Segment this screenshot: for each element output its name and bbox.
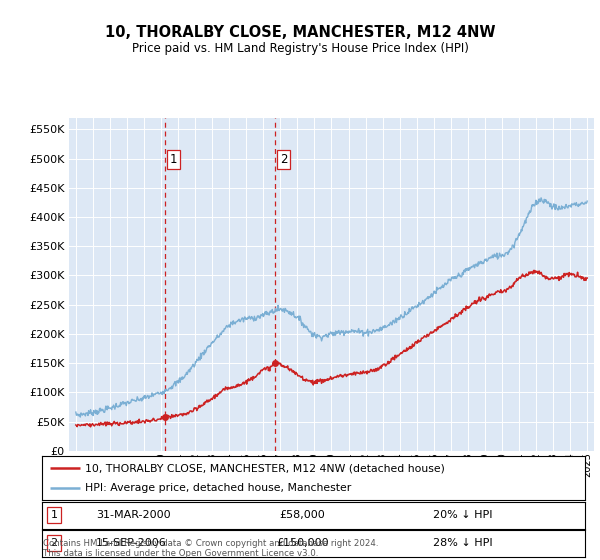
Text: 20% ↓ HPI: 20% ↓ HPI xyxy=(433,510,493,520)
Text: 10, THORALBY CLOSE, MANCHESTER, M12 4NW (detached house): 10, THORALBY CLOSE, MANCHESTER, M12 4NW … xyxy=(85,463,445,473)
Text: £150,000: £150,000 xyxy=(277,538,329,548)
Text: 2: 2 xyxy=(280,153,287,166)
Text: 31-MAR-2000: 31-MAR-2000 xyxy=(97,510,171,520)
Text: 28% ↓ HPI: 28% ↓ HPI xyxy=(433,538,493,548)
Text: Contains HM Land Registry data © Crown copyright and database right 2024.
This d: Contains HM Land Registry data © Crown c… xyxy=(43,539,379,558)
Text: HPI: Average price, detached house, Manchester: HPI: Average price, detached house, Manc… xyxy=(85,483,352,493)
Text: Price paid vs. HM Land Registry's House Price Index (HPI): Price paid vs. HM Land Registry's House … xyxy=(131,42,469,55)
Text: 10, THORALBY CLOSE, MANCHESTER, M12 4NW: 10, THORALBY CLOSE, MANCHESTER, M12 4NW xyxy=(105,25,495,40)
Text: 15-SEP-2006: 15-SEP-2006 xyxy=(97,538,167,548)
Text: 1: 1 xyxy=(50,510,58,520)
Text: £58,000: £58,000 xyxy=(280,510,326,520)
Text: 2: 2 xyxy=(50,538,58,548)
Text: 1: 1 xyxy=(170,153,177,166)
